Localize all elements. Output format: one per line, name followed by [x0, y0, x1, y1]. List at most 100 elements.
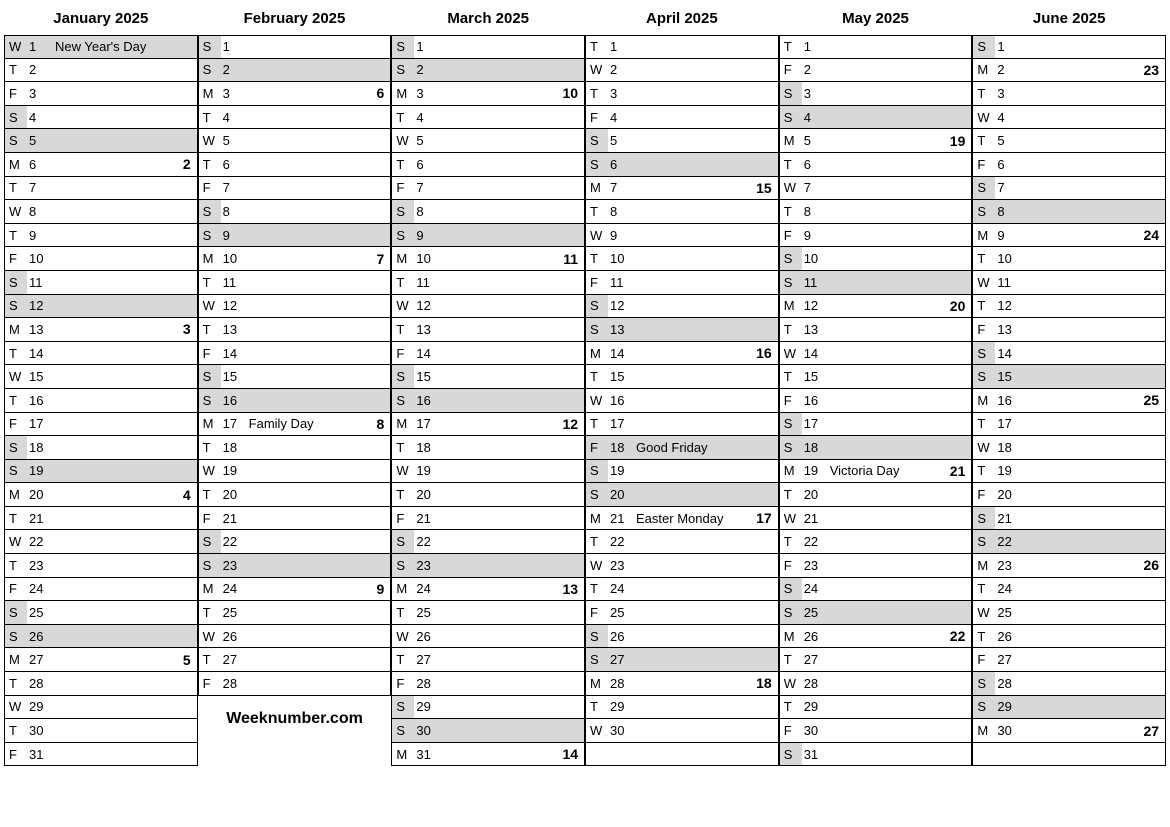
- day-row: S18: [4, 436, 198, 460]
- day-of-week: M: [973, 719, 995, 742]
- day-number: 5: [995, 133, 1019, 148]
- week-number: 22: [950, 628, 972, 644]
- day-row: W30: [585, 719, 779, 743]
- day-row: S10: [779, 247, 973, 271]
- day-number: 26: [802, 629, 826, 644]
- empty-day-row: [972, 743, 1166, 767]
- day-of-week: S: [392, 696, 414, 719]
- day-number: 20: [27, 487, 51, 502]
- day-number: 8: [221, 204, 245, 219]
- calendar-grid: January 2025W1New Year's DayT2F3S4S5M62T…: [4, 4, 1166, 766]
- day-number: 13: [27, 322, 51, 337]
- day-row: M19Victoria Day21: [779, 460, 973, 484]
- day-number: 5: [608, 133, 632, 148]
- week-number: 4: [183, 487, 197, 503]
- day-of-week: S: [973, 507, 995, 530]
- day-number: 16: [221, 393, 245, 408]
- day-number: 17: [802, 416, 826, 431]
- day-row: F28: [391, 672, 585, 696]
- day-of-week: W: [392, 295, 414, 318]
- day-row: T17: [972, 413, 1166, 437]
- day-row: S29: [972, 696, 1166, 720]
- day-number: 25: [802, 605, 826, 620]
- day-of-week: W: [586, 554, 608, 577]
- day-row: S26: [585, 625, 779, 649]
- day-number: 18: [608, 440, 632, 455]
- day-of-week: S: [392, 36, 414, 58]
- day-number: 4: [27, 110, 51, 125]
- day-of-week: T: [586, 247, 608, 270]
- day-row: F24: [4, 578, 198, 602]
- day-number: 13: [221, 322, 245, 337]
- day-row: F3: [4, 82, 198, 106]
- day-of-week: M: [392, 247, 414, 270]
- day-number: 12: [27, 298, 51, 313]
- day-row: T11: [391, 271, 585, 295]
- day-of-week: F: [586, 106, 608, 129]
- week-number: 26: [1143, 557, 1165, 573]
- day-row: W28: [779, 672, 973, 696]
- day-of-week: M: [199, 578, 221, 601]
- day-row: F21: [391, 507, 585, 531]
- day-number: 16: [27, 393, 51, 408]
- day-row: M223: [972, 59, 1166, 83]
- day-row: T10: [585, 247, 779, 271]
- day-number: 5: [221, 133, 245, 148]
- day-of-week: F: [5, 413, 27, 436]
- day-number: 1: [608, 39, 632, 54]
- day-number: 31: [414, 747, 438, 762]
- day-of-week: T: [586, 578, 608, 601]
- day-of-week: F: [973, 483, 995, 506]
- week-number: 12: [562, 416, 584, 432]
- day-row: M2326: [972, 554, 1166, 578]
- day-number: 24: [608, 581, 632, 596]
- day-of-week: F: [199, 507, 221, 530]
- day-number: 10: [802, 251, 826, 266]
- day-number: 5: [27, 133, 51, 148]
- day-number: 24: [27, 581, 51, 596]
- day-number: 28: [414, 676, 438, 691]
- day-row: S21: [972, 507, 1166, 531]
- day-row: F20: [972, 483, 1166, 507]
- day-of-week: M: [5, 318, 27, 341]
- month-header: January 2025: [4, 4, 198, 35]
- day-of-week: M: [392, 413, 414, 436]
- month-column: April 2025T1W2T3F4S5S6M715T8W9T10F11S12S…: [585, 4, 779, 766]
- day-row: T12: [972, 295, 1166, 319]
- week-number: 5: [183, 652, 197, 668]
- day-of-week: T: [780, 483, 802, 506]
- day-row: S8: [391, 200, 585, 224]
- day-of-week: S: [392, 200, 414, 223]
- day-number: 28: [608, 676, 632, 691]
- day-number: 19: [27, 463, 51, 478]
- day-of-week: T: [199, 318, 221, 341]
- day-of-week: T: [5, 507, 27, 530]
- day-number: 14: [221, 346, 245, 361]
- week-number: 18: [756, 675, 778, 691]
- day-number: 21: [27, 511, 51, 526]
- day-row: F6: [972, 153, 1166, 177]
- day-number: 10: [995, 251, 1019, 266]
- day-of-week: W: [199, 625, 221, 648]
- day-number: 22: [221, 534, 245, 549]
- day-number: 23: [27, 558, 51, 573]
- day-number: 31: [802, 747, 826, 762]
- week-number: 3: [183, 321, 197, 337]
- day-of-week: F: [780, 59, 802, 82]
- day-of-week: S: [392, 389, 414, 412]
- day-row: M3027: [972, 719, 1166, 743]
- day-of-week: F: [780, 389, 802, 412]
- day-row: T28: [4, 672, 198, 696]
- day-of-week: S: [586, 483, 608, 506]
- day-of-week: W: [973, 436, 995, 459]
- day-number: 8: [802, 204, 826, 219]
- week-number: 15: [756, 180, 778, 196]
- day-row: M2413: [391, 578, 585, 602]
- day-row: T18: [391, 436, 585, 460]
- month-header: April 2025: [585, 4, 779, 35]
- day-number: 19: [221, 463, 245, 478]
- day-of-week: T: [392, 436, 414, 459]
- day-row: T30: [4, 719, 198, 743]
- day-number: 27: [608, 652, 632, 667]
- day-number: 26: [608, 629, 632, 644]
